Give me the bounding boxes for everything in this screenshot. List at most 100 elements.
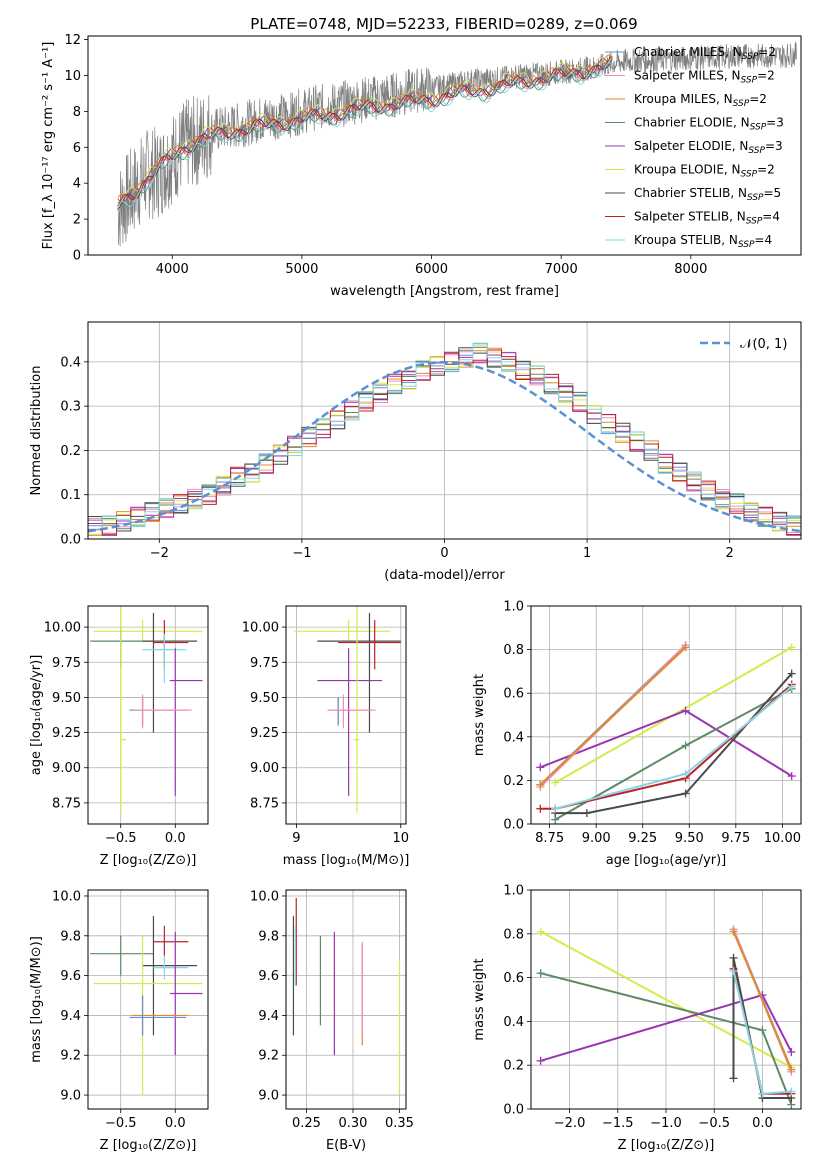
residual-legend: 𝒩(0, 1) [700, 337, 787, 352]
histogram-salpeter-stelib [88, 349, 801, 535]
tick-label-y: 9.00 [250, 761, 279, 776]
legend-label: Salpeter ELODIE, NSSP=3 [634, 139, 783, 156]
axes-frame [87, 889, 209, 1110]
panel-mass_vs_Z: −0.5 0.0 9.0 9.2 9.4 9.6 9.8 10.0 Z [log₁₀(Z/Z⊙)… [29, 889, 209, 1153]
legend-label: Chabrier ELODIE, NSSP=3 [634, 116, 784, 133]
tick-label-x: 4000 [156, 262, 189, 277]
x-axis-label: mass [log₁₀(M/M⊙)] [283, 853, 410, 868]
tick-label-x: 1 [583, 546, 591, 561]
panel-residuals: −2 −1 0 1 2 0.0 0.1 0.2 0.3 0.4 (data-model)/error… [29, 321, 802, 583]
legend-label: Chabrier STELIB, NSSP=5 [634, 186, 781, 203]
axes-frame [530, 889, 802, 1110]
tick-label-x: 8.75 [535, 831, 564, 846]
tick-label-y: 9.8 [60, 929, 81, 944]
plot-area [117, 41, 798, 247]
legend-label: Kroupa MILES, NSSP=2 [634, 92, 767, 109]
axes-frame [87, 605, 209, 825]
legend-label: Salpeter STELIB, NSSP=4 [634, 210, 780, 227]
tick-label-y: 9.8 [258, 929, 279, 944]
legend-label: Chabrier MILES, NSSP=2 [634, 45, 776, 62]
tick-label-y: 0.2 [60, 444, 81, 459]
tick-label-y: 9.50 [52, 691, 81, 706]
observed-spectrum-line [117, 41, 798, 247]
tick-label-x: −2 [150, 546, 169, 561]
tick-label-x: 0.0 [752, 1116, 773, 1131]
tick-label-y: 10.00 [44, 621, 81, 636]
panel-spectrum: 4000 5000 6000 7000 8000 0 2 4 6 8 10 12 wavelength … [41, 33, 802, 299]
tick-label-y: 0.2 [503, 774, 524, 789]
tick-label-y: 0.4 [503, 1015, 524, 1030]
tick-label-x: 9.50 [675, 831, 704, 846]
tick-label-y: 9.00 [52, 761, 81, 776]
legend-label: 𝒩(0, 1) [740, 337, 787, 352]
tick-label-y: 8.75 [52, 796, 81, 811]
tick-label-y: 9.25 [52, 726, 81, 741]
tick-label-y: 9.2 [258, 1049, 279, 1064]
tick-label-y: 0.1 [60, 488, 81, 503]
tick-label-x: 9.25 [628, 831, 657, 846]
plot-area [294, 606, 401, 813]
tick-label-y: 9.0 [60, 1089, 81, 1104]
tick-label-y: 10.0 [52, 889, 81, 904]
y-axis-label: age [log₁₀(age/yr)] [29, 655, 44, 776]
panel-weight_vs_Z: −2.0 −1.5 −1.0 −0.5 0.0 0.0 0.2 0.4 0.6 0.8 1.0 Z [… [472, 884, 802, 1153]
tick-label-y: 0.0 [503, 818, 524, 833]
tick-label-y: 0.2 [503, 1059, 524, 1074]
tick-label-y: 0.4 [60, 355, 81, 370]
x-axis-label: Z [log₁₀(Z/Z⊙)] [100, 853, 197, 868]
x-axis-label: age [log₁₀(age/yr)] [606, 853, 727, 868]
tick-label-x: 9 [292, 831, 300, 846]
weight-line-chabrier-stelib [555, 672, 793, 815]
tick-label-x: −1.0 [650, 1116, 682, 1131]
panel-age_vs_Z: −0.5 0.0 8.75 9.00 9.25 9.50 9.75 10.00 Z [log₁₀… [29, 605, 209, 868]
tick-label-y: 9.4 [60, 1009, 81, 1024]
tick-label-y: 10.00 [242, 621, 279, 636]
tick-label-x: 0.35 [385, 1116, 414, 1131]
axes-frame [530, 605, 802, 825]
tick-label-x: −0.5 [105, 1116, 137, 1131]
tick-label-y: 10.0 [250, 889, 279, 904]
tick-label-y: 0.6 [503, 971, 524, 986]
tick-label-y: 9.25 [250, 726, 279, 741]
tick-label-y: 9.4 [258, 1009, 279, 1024]
x-axis-label: Z [log₁₀(Z/Z⊙)] [100, 1138, 197, 1153]
weight-line-salpeter-stelib [540, 683, 793, 810]
model-line-chabrier-stelib [117, 58, 613, 210]
figure-title: PLATE=0748, MJD=52233, FIBERID=0289, z=0… [250, 15, 637, 33]
tick-label-y: 1.0 [503, 600, 524, 615]
tick-label-y: 6 [73, 141, 81, 156]
tick-label-y: 0.8 [503, 643, 524, 658]
tick-label-y: 0.4 [503, 730, 524, 745]
tick-label-x: 0.25 [292, 1116, 321, 1131]
tick-label-x: 9.00 [582, 831, 611, 846]
tick-label-y: 1.0 [503, 884, 524, 899]
model-line-salpeter-stelib [117, 56, 613, 207]
tick-label-x: −2.0 [554, 1116, 586, 1131]
plot-area [536, 925, 796, 1109]
y-axis-label: Flux [f_λ 10⁻¹⁷ erg cm⁻² s⁻¹ A⁻¹] [41, 42, 56, 250]
tick-label-x: −0.5 [698, 1116, 730, 1131]
tick-label-y: 12 [64, 33, 81, 48]
x-axis-label: (data-model)/error [384, 568, 505, 583]
tick-label-y: 9.6 [60, 969, 81, 984]
tick-label-x: 0.0 [165, 1116, 186, 1131]
tick-label-x: 8000 [674, 262, 707, 277]
y-axis-label: mass weight [472, 674, 487, 756]
tick-label-x: 6000 [415, 262, 448, 277]
tick-label-y: 8.75 [250, 796, 279, 811]
tick-label-y: 10 [64, 69, 81, 84]
tick-label-x: −1 [292, 546, 311, 561]
legend-label: Salpeter MILES, NSSP=2 [634, 69, 775, 86]
tick-label-y: 9.75 [52, 656, 81, 671]
tick-label-x: −1.5 [602, 1116, 634, 1131]
y-axis-label: mass [log₁₀(M/M⊙)] [29, 936, 44, 1063]
weight-line-kroupa-miles [732, 931, 793, 1070]
axes-frame [87, 321, 802, 540]
gaussian-curve [88, 361, 801, 533]
tick-label-y: 0.8 [503, 927, 524, 942]
tick-label-x: 0.0 [165, 831, 186, 846]
axes-frame [285, 889, 407, 1110]
tick-label-x: 5000 [285, 262, 318, 277]
x-axis-label: Z [log₁₀(Z/Z⊙)] [618, 1138, 715, 1153]
